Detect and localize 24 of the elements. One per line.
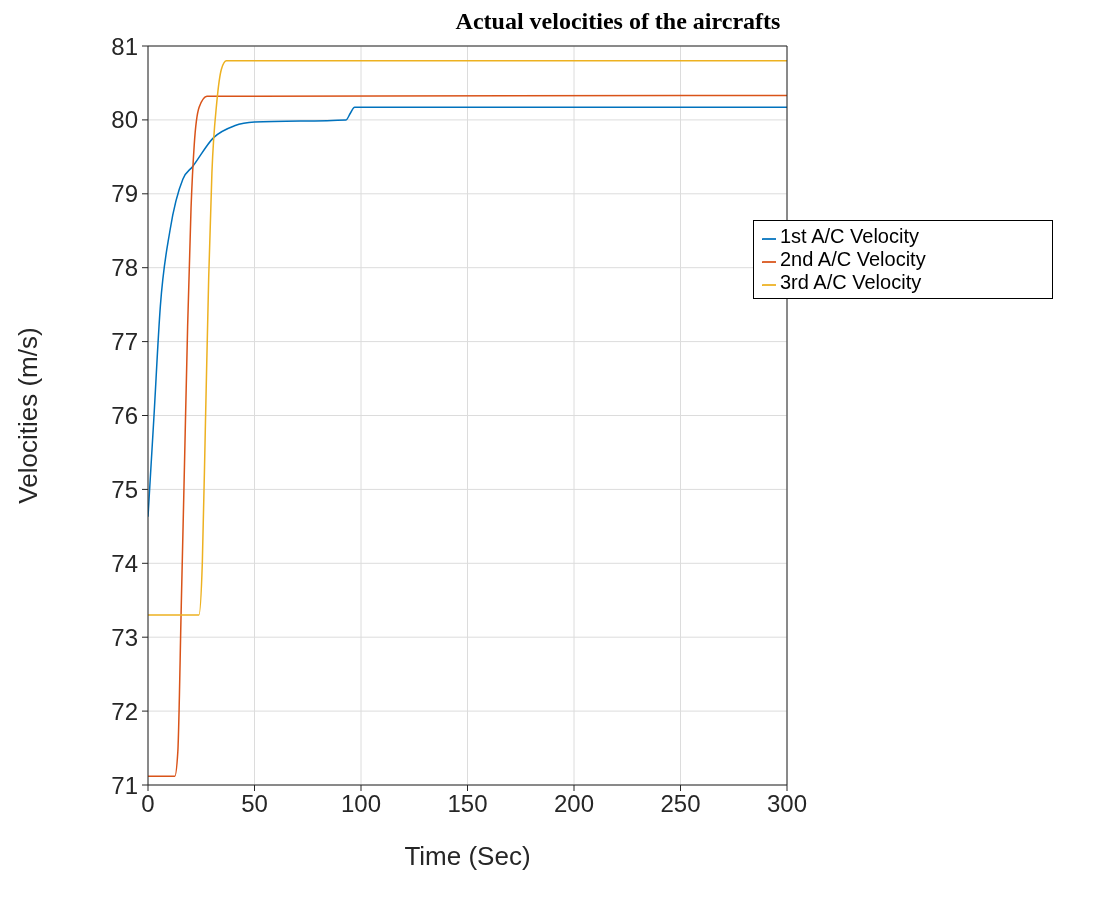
y-tick-label: 71 [111,771,138,799]
x-tick-label: 300 [766,790,808,818]
y-tick-label: 79 [111,180,138,208]
y-tick-label: 74 [111,549,138,577]
x-tick-label: 250 [660,790,701,818]
x-axis-title: Time (Sec) [404,841,531,871]
y-tick-label: 77 [111,328,138,356]
x-tick-label: 100 [340,790,382,818]
legend-label: 3rd A/C Velocity [780,271,922,293]
y-tick-label: 72 [111,697,138,725]
x-tick-label: 200 [553,790,595,818]
y-axis-title: Velocities (m/s) [13,327,44,504]
x-tick-label: 150 [447,790,488,818]
legend-label: 2nd A/C Velocity [780,248,926,270]
x-tick-label: 0 [141,790,155,818]
y-tick-label: 73 [111,623,138,651]
legend-label: 1st A/C Velocity [780,225,919,247]
y-tick-label: 78 [111,254,138,282]
y-tick-label: 80 [111,106,138,134]
y-tick-label: 75 [111,475,138,503]
y-tick-label: 81 [111,32,138,60]
x-tick-label: 50 [241,790,268,818]
chart-title: Actual velocities of the aircrafts [455,8,781,34]
y-tick-label: 76 [111,402,138,430]
